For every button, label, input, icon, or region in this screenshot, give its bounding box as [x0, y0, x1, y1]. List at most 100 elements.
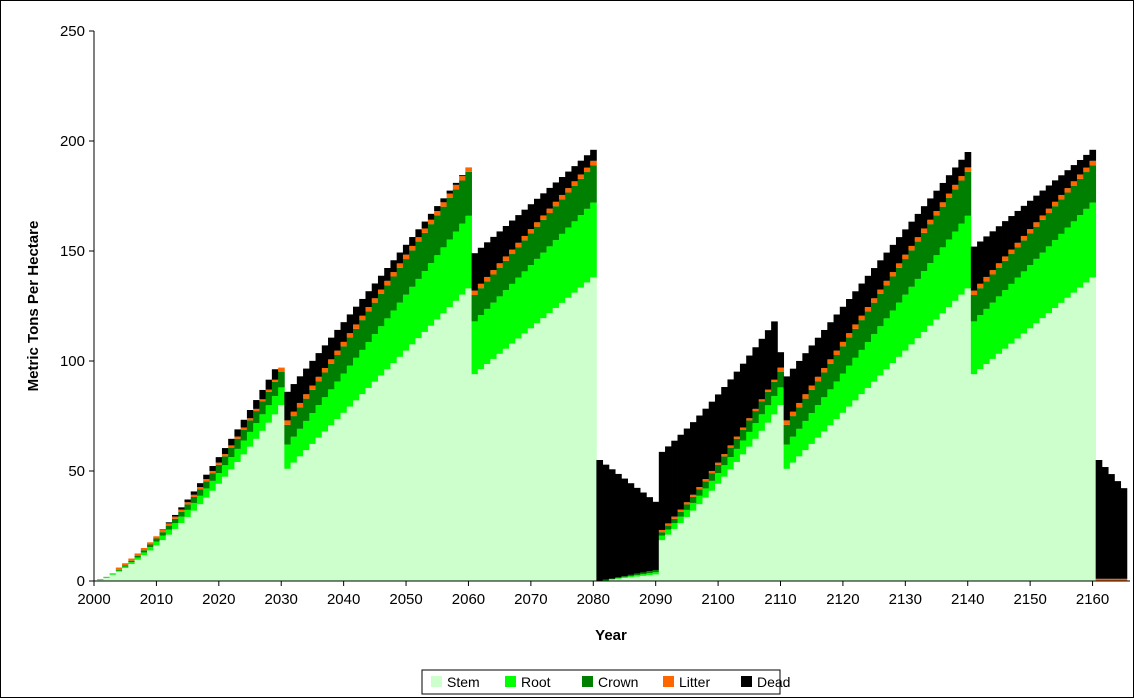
bar-litter-2113: [796, 402, 803, 408]
bar-dead-2105: [746, 355, 753, 419]
x-tick-label: 2090: [639, 591, 672, 608]
bar-root-2113: [796, 428, 803, 457]
bar-root-2109: [771, 396, 778, 415]
bar-stem-2043: [359, 394, 366, 581]
bar-stem-2158: [1076, 287, 1084, 581]
bar-stem-2110: [777, 405, 785, 581]
bar-dead-2046: [377, 275, 385, 290]
bar-crown-2031: [284, 424, 291, 445]
bar-root-2126: [877, 326, 884, 376]
bar-stem-2111: [783, 468, 791, 581]
bars-layer: [97, 149, 1128, 581]
bar-stem-2021: [221, 476, 229, 581]
bar-dead-2069: [521, 209, 529, 236]
bar-stem-2109: [771, 414, 778, 581]
bar-stem-2156: [1064, 297, 1072, 581]
bar-root-2124: [864, 342, 872, 388]
x-tick-label: 2000: [77, 591, 110, 608]
bar-crown-2148: [1014, 247, 1022, 278]
bar-root-2087: [633, 575, 641, 577]
bar-stem-2032: [290, 462, 298, 581]
bar-dead-2100: [714, 394, 722, 463]
bar-litter-2017: [196, 487, 204, 490]
bar-dead-2094: [677, 434, 685, 510]
bar-root-2003: [109, 574, 117, 575]
bar-dead-2052: [415, 229, 423, 238]
bar-dead-2074: [552, 182, 560, 202]
bar-litter-2107: [758, 399, 766, 402]
bar-litter-2078: [577, 174, 585, 179]
bar-dead-2035: [309, 360, 316, 386]
bar-dead-2028: [265, 379, 273, 390]
bar-crown-2066: [502, 260, 510, 291]
bar-litter-2093: [671, 516, 678, 519]
bar-dead-2093: [671, 440, 678, 517]
legend-label-stem: Stem: [447, 674, 480, 690]
bar-dead-2158: [1076, 159, 1084, 175]
bar-stem-2105: [746, 446, 753, 581]
bar-litter-2077: [571, 181, 579, 186]
bar-root-2076: [565, 227, 572, 298]
bar-stem-2090: [652, 574, 660, 581]
bar-dead-2087: [633, 487, 641, 574]
bar-dead-2058: [452, 182, 460, 185]
bar-litter-2068: [515, 242, 522, 248]
bar-root-2017: [196, 495, 204, 505]
legend-label-root: Root: [521, 674, 551, 690]
bar-root-2090: [652, 572, 660, 575]
bar-litter-2142: [977, 283, 984, 289]
bar-stem-2027: [259, 430, 267, 581]
legend-swatch-litter: [663, 676, 674, 687]
bar-litter-2155: [1058, 194, 1065, 200]
bar-litter-2124: [864, 306, 872, 312]
bar-dead-2127: [883, 252, 891, 281]
bar-dead-2088: [640, 492, 647, 573]
bar-crown-2120: [839, 346, 847, 374]
bar-dead-2076: [565, 171, 572, 189]
bar-dead-2036: [315, 353, 323, 377]
bar-stem-2055: [434, 319, 441, 581]
bar-root-2078: [577, 215, 585, 288]
bar-litter-2101: [721, 454, 728, 457]
bar-stem-2054: [427, 325, 435, 581]
bar-litter-2064: [490, 270, 497, 275]
bar-crown-2157: [1070, 185, 1078, 222]
bar-dead-2081: [596, 460, 604, 581]
bar-litter-2141: [970, 290, 978, 295]
bar-stem-2031: [284, 468, 291, 581]
bar-crown-2052: [415, 241, 423, 279]
bar-stem-2048: [390, 363, 398, 581]
bar-litter-2032: [290, 411, 298, 417]
bar-crown-2012: [165, 525, 173, 530]
bar-crown-2059: [459, 180, 466, 224]
bar-crown-2094: [677, 511, 685, 517]
bar-root-2142: [977, 315, 984, 370]
bar-dead-2067: [509, 220, 516, 250]
bar-crown-2103: [733, 438, 741, 449]
bar-dead-2150: [1027, 200, 1034, 230]
bar-dead-2126: [877, 260, 884, 290]
bar-litter-2126: [877, 289, 884, 294]
bar-stem-2056: [440, 313, 448, 581]
bar-dead-2015: [184, 499, 192, 503]
bar-root-2037: [321, 397, 329, 432]
x-tick-label: 2130: [889, 591, 922, 608]
bar-dead-2143: [983, 236, 990, 277]
bar-litter-2014: [178, 509, 185, 512]
bar-litter-2075: [558, 194, 566, 200]
bar-stem-2028: [265, 422, 273, 581]
bar-stem-2047: [384, 369, 391, 581]
bar-stem-2145: [995, 353, 1003, 581]
bar-stem-2015: [184, 516, 192, 581]
bar-stem-2125: [871, 381, 878, 581]
bar-litter-2041: [346, 333, 354, 338]
bar-stem-2155: [1058, 302, 1065, 581]
bar-root-2061: [471, 321, 479, 375]
bar-root-2121: [846, 365, 853, 407]
bar-litter-2066: [502, 256, 510, 261]
bar-root-2153: [1045, 246, 1053, 314]
bar-crown-2048: [390, 276, 398, 311]
bar-litter-2072: [540, 215, 547, 220]
bar-stem-2151: [1033, 323, 1040, 581]
